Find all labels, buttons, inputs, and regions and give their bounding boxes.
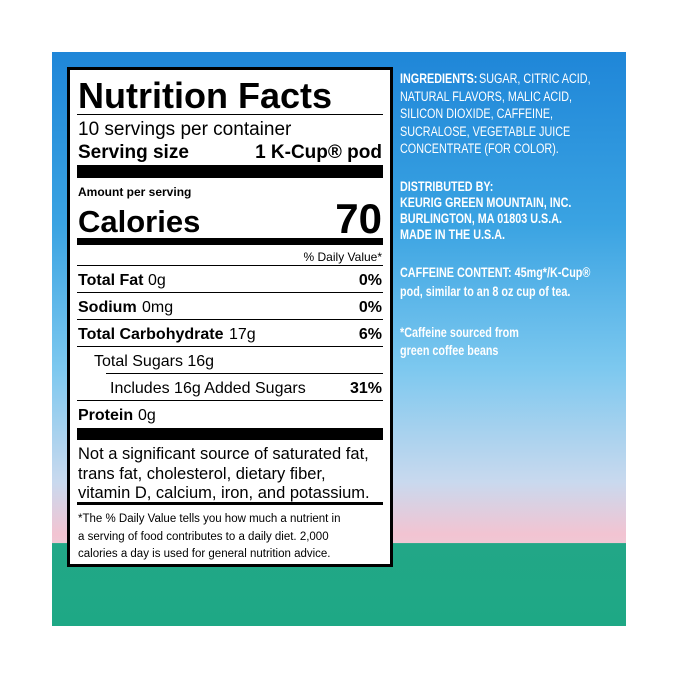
nutrient-name: Sodium	[78, 299, 137, 316]
thick-rule	[77, 165, 383, 178]
nutrient-name: Includes 16g Added Sugars	[110, 380, 306, 397]
daily-value: 6%	[358, 326, 382, 343]
caffeine-line: CAFFEINE CONTENT: 45mg*/K-Cup®	[400, 265, 591, 280]
ingredients-line: SUCRALOSE, VEGETABLE JUICE	[400, 123, 571, 139]
nutrient-name: Protein	[78, 407, 134, 424]
serving-size-value: 1 K-Cup® pod	[255, 142, 382, 163]
medium-rule	[77, 502, 383, 505]
serving-size-label: Serving size	[78, 142, 189, 163]
calories-value: 70	[335, 195, 382, 242]
daily-value: 31%	[349, 380, 382, 397]
nutrient-name: Total Sugars 16g	[94, 353, 215, 370]
thick-rule	[77, 238, 383, 245]
ingredients-line: CONCENTRATE (FOR COLOR).	[400, 141, 559, 156]
daily-value: 0%	[358, 272, 382, 289]
footnote-line: calories a day is used for general nutri…	[78, 548, 331, 560]
nutrient-amount: 0g	[148, 272, 166, 289]
thick-rule	[77, 428, 383, 440]
ingredients-line: SILICON DIOXIDE, CAFFEINE,	[400, 106, 554, 121]
rule	[77, 346, 383, 347]
rule	[77, 400, 383, 401]
rule	[77, 114, 383, 115]
not-significant-line: vitamin D, calcium, iron, and potassium.	[78, 484, 370, 502]
rule	[106, 373, 383, 374]
ingredients-label: INGREDIENTS:	[400, 71, 478, 86]
ingredients-line: NATURAL FLAVORS, MALIC ACID,	[400, 88, 573, 104]
footnote-line: a serving of food contributes to a daily…	[78, 530, 329, 543]
nutrient-amount: 0mg	[142, 299, 174, 316]
servings: 10 servings per container	[78, 119, 292, 140]
distributor-line: MADE IN THE U.S.A.	[400, 227, 506, 242]
distributor-line: KEURIG GREEN MOUNTAIN, INC.	[400, 195, 572, 210]
rule	[77, 292, 383, 293]
not-significant-line: Not a significant source of saturated fa…	[78, 445, 369, 463]
footnote-line: *The % Daily Value tells you how much a …	[78, 513, 341, 525]
rule	[77, 319, 383, 320]
calories-label: Calories	[78, 204, 201, 239]
caffeine-note-line: *Caffeine sourced from	[400, 325, 519, 340]
nutrient-amount: 0g	[138, 407, 156, 424]
amount-per-serving: Amount per serving	[78, 185, 192, 199]
caffeine-note-line: green coffee beans	[400, 343, 499, 358]
nutrient-amount: 17g	[229, 326, 256, 343]
distributor-line: DISTRIBUTED BY:	[400, 179, 494, 194]
ingredients-line: SUGAR, CITRIC ACID,	[479, 71, 592, 86]
not-significant-line: trans fat, cholesterol, dietary fiber,	[78, 464, 326, 483]
distributor-line: BURLINGTON, MA 01803 U.S.A.	[400, 211, 563, 226]
nutrition-label: Nutrition Facts 10 servings per containe…	[67, 67, 393, 567]
rule	[77, 265, 383, 266]
caffeine-line: pod, similar to an 8 oz cup of tea.	[400, 284, 571, 299]
daily-value-header: % Daily Value*	[303, 250, 382, 264]
title: Nutrition Facts	[78, 75, 333, 116]
daily-value: 0%	[358, 299, 382, 316]
nutrient-name: Total Carbohydrate	[78, 326, 224, 343]
nutrient-name: Total Fat	[78, 272, 144, 289]
